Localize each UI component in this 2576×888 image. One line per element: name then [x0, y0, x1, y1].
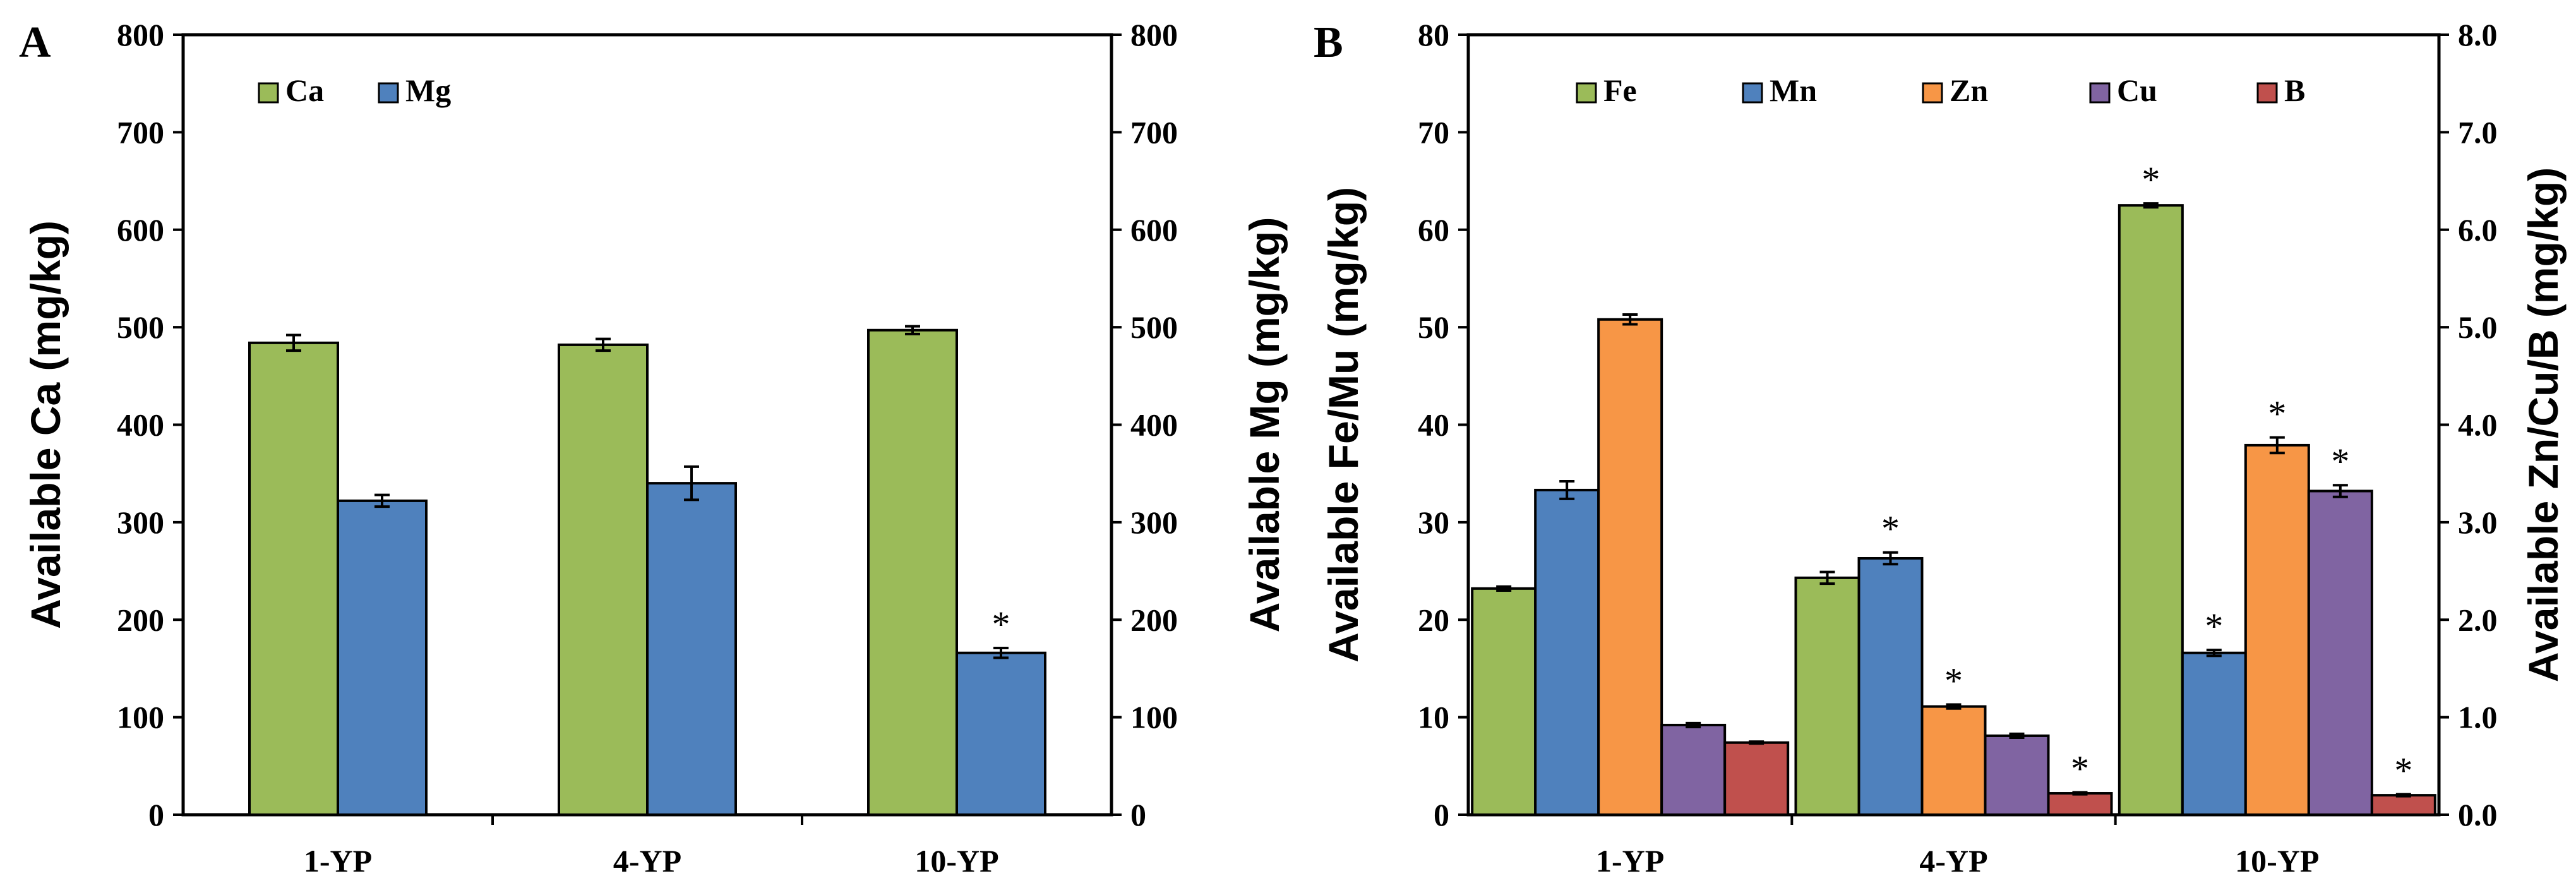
- legend-label-b: B: [2284, 73, 2305, 108]
- panel-label: A: [19, 18, 51, 67]
- y-tick-label-right: 700: [1130, 114, 1178, 150]
- y-tick-label-right: 5.0: [2458, 309, 2498, 345]
- bar-zn: [2244, 443, 2310, 816]
- chart-panel-a: A 0 100 200 300 400 500 600 700 800 0 100 200 300 400 5…: [19, 17, 1288, 879]
- y-tick-label-right: 800: [1130, 17, 1178, 52]
- y-tick-label-left: 80: [1418, 17, 1449, 52]
- significance-marker: *: [2331, 441, 2349, 482]
- y-tick-label-right: 7.0: [2458, 114, 2498, 150]
- legend-label-mn: Mn: [1770, 73, 1817, 108]
- bar-mg: [646, 482, 737, 816]
- y-axis-title-left: Available Ca (mg/kg): [22, 220, 69, 629]
- x-tick-label: 1-YP: [304, 843, 372, 879]
- y-tick-label-left: 20: [1418, 602, 1449, 637]
- y-tick-label-right: 0.0: [2458, 797, 2498, 832]
- legend-label-ca: Ca: [285, 73, 324, 108]
- bar-fe: [1471, 587, 1537, 816]
- bar-cu: [1984, 734, 2050, 817]
- y-tick-label-left: 400: [117, 407, 164, 443]
- bar-mn: [1857, 556, 1924, 817]
- y-tick-label-left: 30: [1418, 505, 1449, 540]
- y-tick-label-left: 800: [117, 17, 164, 52]
- significance-marker: *: [2268, 393, 2286, 435]
- y-tick-label-left: 60: [1418, 212, 1449, 248]
- significance-marker: *: [992, 604, 1010, 645]
- bar-ca: [558, 343, 649, 816]
- y-tick-label-right: 4.0: [2458, 407, 2498, 443]
- y-tick-label-right: 3.0: [2458, 505, 2498, 540]
- significance-marker: *: [2142, 159, 2160, 200]
- y-tick-label-left: 200: [117, 602, 164, 637]
- bar-ca: [248, 341, 339, 816]
- y-tick-label-right: 8.0: [2458, 17, 2498, 52]
- y-tick-label-right: 2.0: [2458, 602, 2498, 637]
- y-tick-label-left: 500: [117, 309, 164, 345]
- y-tick-label-left: 50: [1418, 309, 1449, 345]
- legend-swatch-cu: [2089, 82, 2111, 104]
- y-tick-label-left: 70: [1418, 114, 1449, 150]
- y-axis-title-left: Available Fe/Mu (mg/kg): [1320, 187, 1367, 663]
- y-tick-label-left: 0: [1434, 797, 1449, 832]
- significance-marker: *: [1944, 661, 1963, 702]
- y-tick-label-right: 0: [1130, 797, 1146, 832]
- bar-zn: [1920, 705, 1987, 817]
- bar-mg: [956, 651, 1046, 817]
- y-tick-label-left: 40: [1418, 407, 1449, 443]
- x-tick-label: 10-YP: [914, 843, 998, 879]
- y-tick-label-left: 0: [148, 797, 164, 832]
- legend-swatch-b: [2256, 82, 2278, 104]
- y-axis-title-right: Available Zn/Cu/B (mg/kg): [2520, 167, 2567, 682]
- chart-panel-b: B 0 10 20 30 40 50 60 70 80 0.0 1.0 2.0 3.0 4.0 5.0 6.0 7…: [1314, 17, 2567, 879]
- significance-marker: *: [2205, 606, 2223, 647]
- y-tick-label-left: 600: [117, 212, 164, 248]
- legend-swatch-zn: [1922, 82, 1943, 104]
- bar-mn: [1534, 488, 1600, 816]
- y-tick-label-left: 300: [117, 505, 164, 540]
- x-tick-label: 10-YP: [2235, 843, 2319, 879]
- bar-cu: [1660, 723, 1727, 816]
- legend-label-zn: Zn: [1950, 73, 1988, 108]
- bar-zn: [1597, 318, 1663, 816]
- bar-cu: [2307, 489, 2373, 816]
- bar-b: [2370, 794, 2436, 816]
- y-tick-label-left: 100: [117, 700, 164, 735]
- legend-swatch-mn: [1742, 82, 1763, 104]
- legend-swatch-ca: [258, 82, 279, 104]
- y-tick-label-left: 10: [1418, 700, 1449, 735]
- bar-ca: [867, 328, 958, 816]
- bar-b: [1723, 741, 1790, 816]
- y-tick-label-left: 700: [117, 114, 164, 150]
- y-tick-label-right: 500: [1130, 309, 1178, 345]
- bar-mg: [337, 499, 428, 816]
- legend-label-fe: Fe: [1603, 73, 1637, 108]
- y-tick-label-right: 300: [1130, 505, 1178, 540]
- bar-fe: [2118, 204, 2184, 816]
- y-tick-label-right: 400: [1130, 407, 1178, 443]
- legend-swatch-fe: [1576, 82, 1597, 104]
- y-tick-label-right: 200: [1130, 602, 1178, 637]
- bar-fe: [1794, 576, 1860, 817]
- y-axis-title-right: Available Mg (mg/kg): [1241, 217, 1288, 633]
- significance-marker: *: [2394, 750, 2412, 791]
- panel-label: B: [1314, 18, 1343, 67]
- legend-label-cu: Cu: [2117, 73, 2157, 108]
- y-tick-label-right: 6.0: [2458, 212, 2498, 248]
- legend-swatch-mg: [378, 82, 399, 104]
- bar-mn: [2181, 651, 2247, 817]
- y-tick-label-right: 1.0: [2458, 700, 2498, 735]
- significance-marker: *: [1881, 508, 1900, 549]
- y-tick-label-right: 100: [1130, 700, 1178, 735]
- x-tick-label: 4-YP: [1919, 843, 1987, 879]
- x-tick-label: 4-YP: [613, 843, 681, 879]
- significance-marker: *: [2071, 748, 2089, 789]
- x-tick-label: 1-YP: [1596, 843, 1664, 879]
- y-tick-label-right: 600: [1130, 212, 1178, 248]
- legend-label-mg: Mg: [405, 73, 451, 108]
- bar-b: [2047, 792, 2113, 816]
